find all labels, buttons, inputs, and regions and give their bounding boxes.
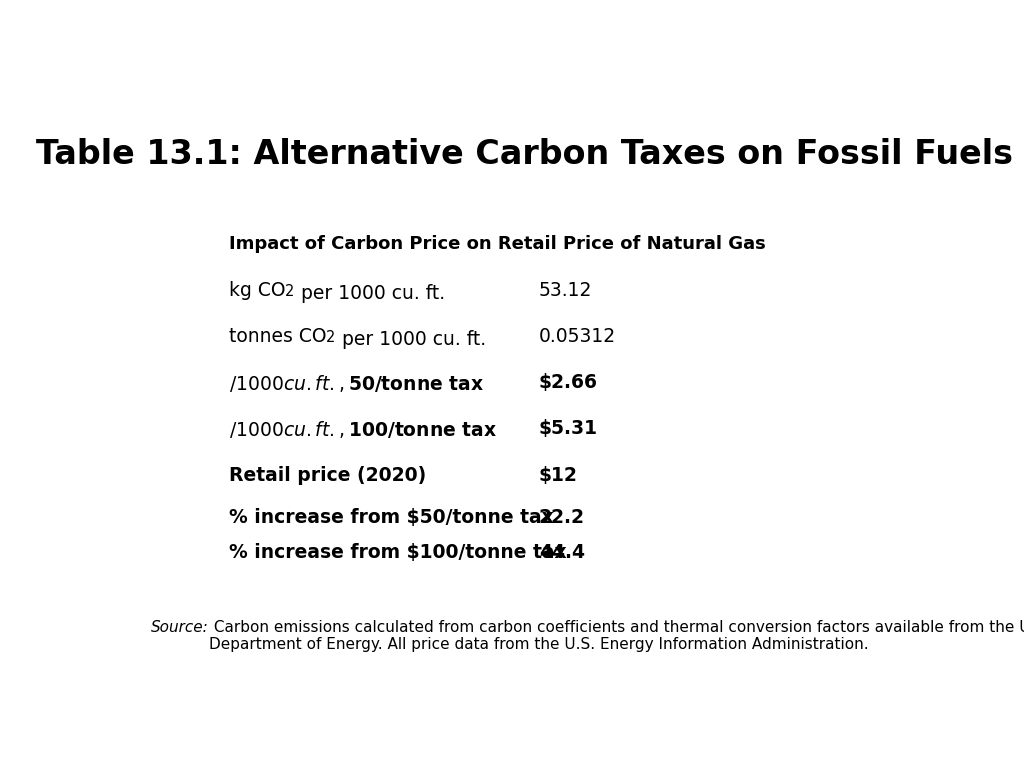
Text: $/1000 cu. ft., $100/tonne tax: $/1000 cu. ft., $100/tonne tax — [228, 419, 497, 440]
Text: 44.4: 44.4 — [539, 543, 585, 561]
Text: $2.66: $2.66 — [539, 373, 598, 392]
Text: 2: 2 — [327, 330, 336, 345]
Text: Impact of Carbon Price on Retail Price of Natural Gas: Impact of Carbon Price on Retail Price o… — [228, 234, 766, 253]
Text: kg CO: kg CO — [228, 281, 286, 300]
Text: 2: 2 — [286, 284, 295, 299]
Text: tonnes CO: tonnes CO — [228, 327, 327, 346]
Text: % increase from $100/tonne tax: % increase from $100/tonne tax — [228, 543, 566, 561]
Text: per 1000 cu. ft.: per 1000 cu. ft. — [295, 283, 444, 303]
Text: $/1000 cu. ft., $50/tonne tax: $/1000 cu. ft., $50/tonne tax — [228, 373, 484, 394]
Text: per 1000 cu. ft.: per 1000 cu. ft. — [336, 330, 485, 349]
Text: 0.05312: 0.05312 — [539, 327, 615, 346]
Text: Table 13.1: Alternative Carbon Taxes on Fossil Fuels: Table 13.1: Alternative Carbon Taxes on … — [36, 138, 1014, 171]
Text: 22.2: 22.2 — [539, 508, 585, 527]
Text: Carbon emissions calculated from carbon coefficients and thermal conversion fact: Carbon emissions calculated from carbon … — [209, 620, 1024, 652]
Text: $12: $12 — [539, 465, 578, 485]
Text: 53.12: 53.12 — [539, 281, 592, 300]
Text: % increase from $50/tonne tax: % increase from $50/tonne tax — [228, 508, 554, 527]
Text: $5.31: $5.31 — [539, 419, 598, 439]
Text: Retail price (2020): Retail price (2020) — [228, 465, 426, 485]
Text: Source:: Source: — [152, 620, 209, 634]
